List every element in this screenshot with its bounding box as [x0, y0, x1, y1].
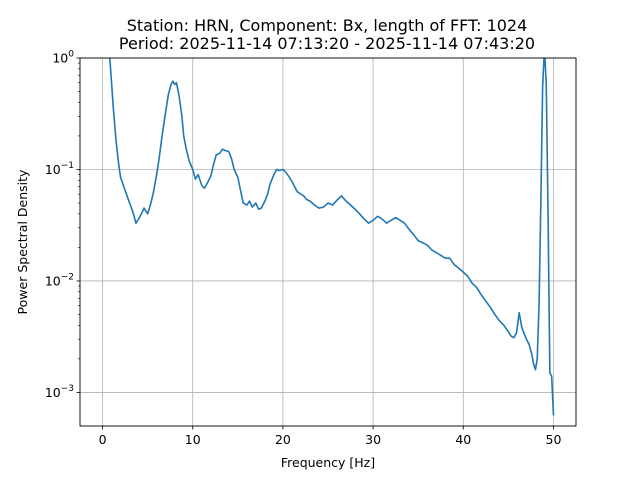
x-tick-label: 50 [546, 432, 562, 447]
y-axis-label: Power Spectral Density [15, 169, 30, 314]
x-axis-ticks: 0 10 20 30 40 50 [99, 426, 562, 447]
y-tick-label: 10−2 [45, 272, 74, 288]
chart-title-line-2: Period: 2025-11-14 07:13:20 - 2025-11-14… [119, 34, 535, 53]
x-tick-label: 20 [275, 432, 291, 447]
y-tick-label: 10−1 [45, 161, 74, 177]
y-tick-label: 10−3 [45, 384, 74, 400]
chart-title-line-1: Station: HRN, Component: Bx, length of F… [127, 16, 528, 35]
x-tick-label: 0 [99, 432, 107, 447]
x-tick-label: 10 [185, 432, 201, 447]
psd-series-line [108, 58, 555, 416]
x-tick-label: 30 [365, 432, 381, 447]
y-tick-label: 100 [52, 50, 74, 66]
plot-frame [79, 57, 577, 427]
x-axis-label: Frequency [Hz] [281, 455, 375, 470]
y-axis-ticks: 10−3 10−2 10−1 100 [45, 50, 80, 400]
x-tick-label: 40 [455, 432, 471, 447]
